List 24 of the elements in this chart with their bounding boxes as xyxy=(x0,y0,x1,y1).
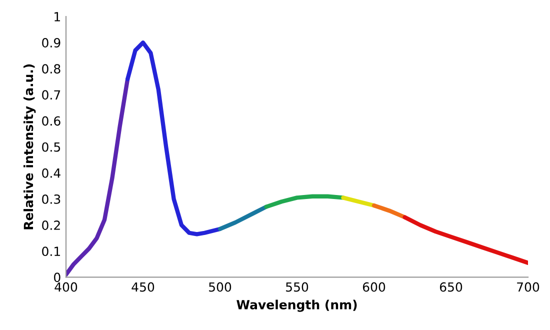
line-series xyxy=(126,40,222,236)
y-tick-label: 0.5 xyxy=(42,142,60,152)
x-tick-label: 500 xyxy=(209,282,232,292)
x-tick-label: 550 xyxy=(286,282,308,292)
x-tick-label: 600 xyxy=(362,282,386,292)
line-series xyxy=(264,194,346,209)
y-tick-label: 0.4 xyxy=(42,168,60,178)
x-tick-label: 700 xyxy=(517,282,540,292)
y-tick-label: 0 xyxy=(54,272,60,282)
y-tick-label: 0.8 xyxy=(42,64,60,74)
y-tick-label: 0.7 xyxy=(42,90,60,100)
y-tick-label: 1 xyxy=(54,12,60,22)
y-axis-title: Relative intensity (a.u.) xyxy=(24,64,36,230)
x-axis-title: Wavelength (nm) xyxy=(236,300,357,312)
line-series xyxy=(218,204,268,232)
y-tick-label: 0.2 xyxy=(42,220,60,230)
y-tick-label: 0.6 xyxy=(42,116,60,126)
y-tick-label: 0.9 xyxy=(42,38,60,48)
x-tick-label: 400 xyxy=(54,282,78,292)
line-series xyxy=(402,215,528,265)
x-tick-label: 450 xyxy=(132,282,154,292)
y-tick-label: 0.3 xyxy=(42,194,60,204)
x-tick-label: 650 xyxy=(440,282,462,292)
y-tick-label: 0.1 xyxy=(42,246,60,256)
